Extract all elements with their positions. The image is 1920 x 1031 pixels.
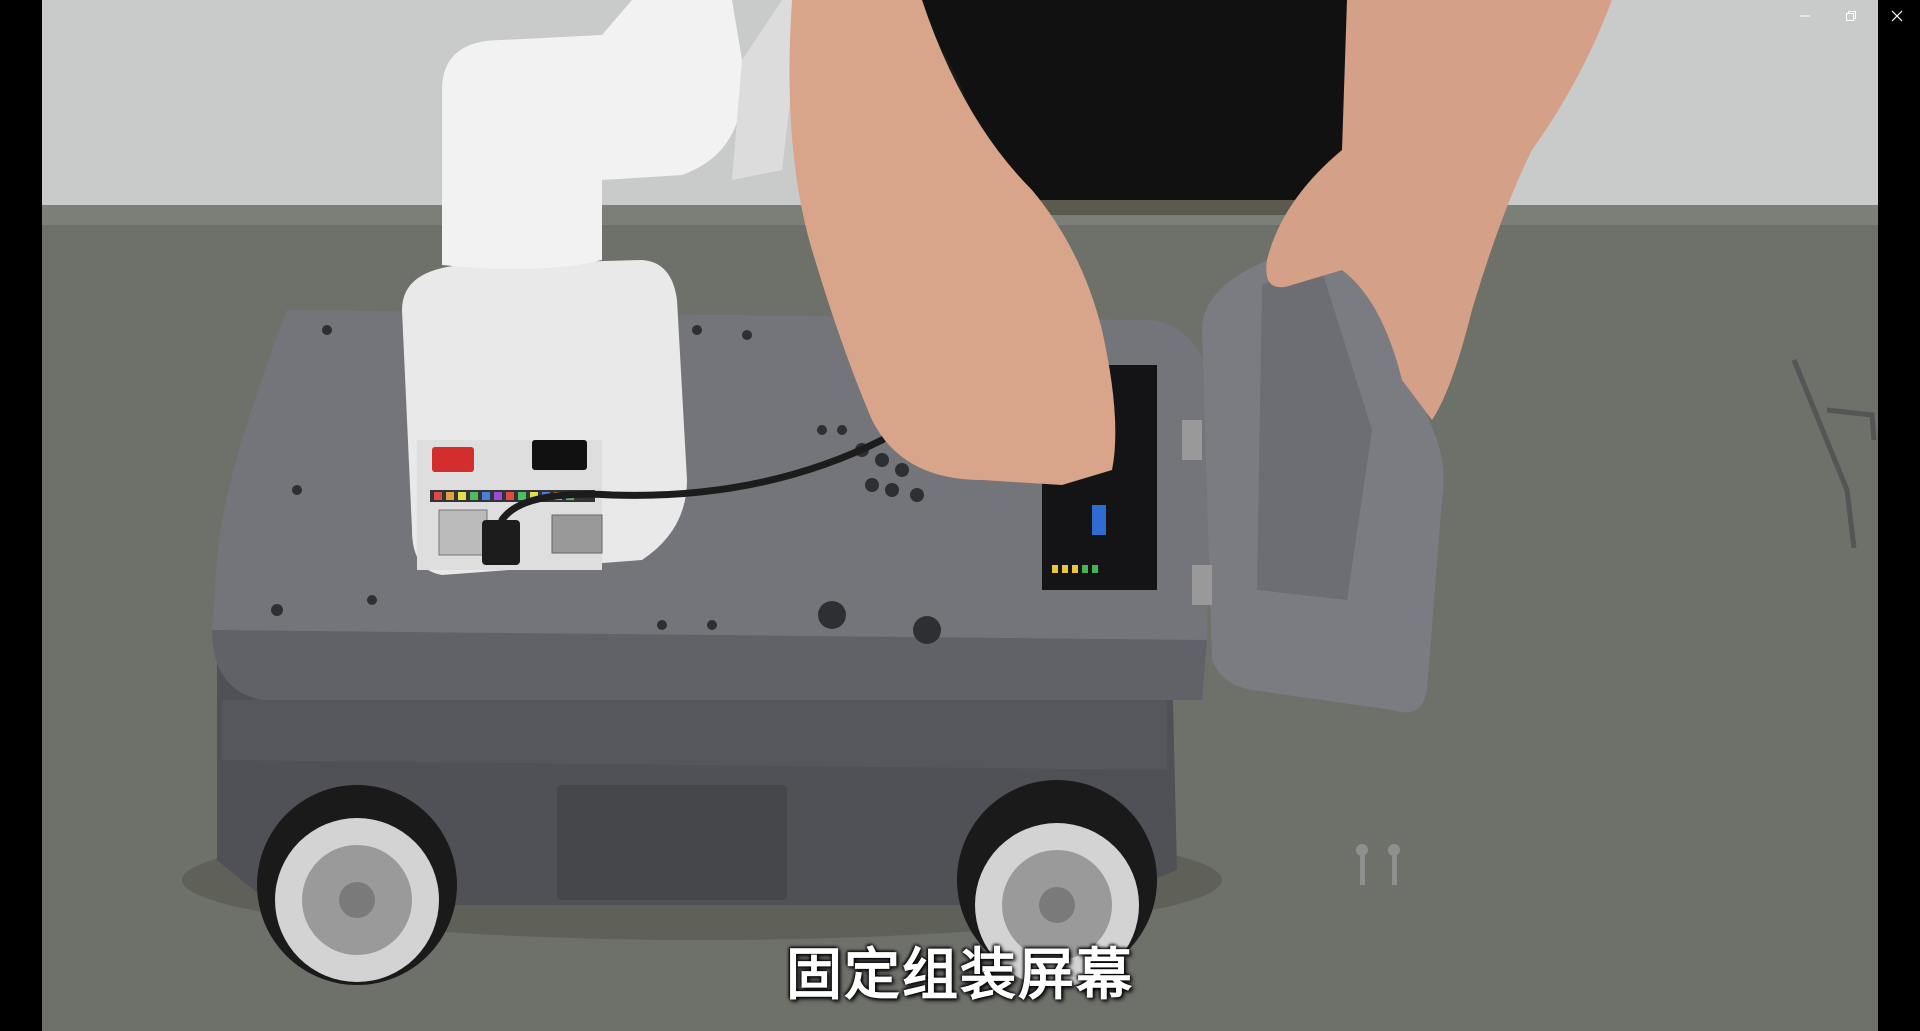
ethernet-port — [551, 514, 603, 554]
window-controls — [1782, 0, 1920, 32]
front-left-wheel — [257, 785, 457, 985]
right-hand — [1266, 0, 1612, 420]
left-letterbox — [0, 0, 42, 1031]
front-right-wheel — [957, 780, 1157, 987]
right-letterbox — [1878, 0, 1920, 1031]
restore-icon — [1846, 11, 1856, 21]
power-switch — [432, 447, 474, 472]
minimize-button[interactable] — [1782, 0, 1828, 32]
robot-arm — [442, 0, 744, 269]
close-icon — [1891, 10, 1903, 22]
usb-ports — [438, 509, 488, 556]
hinge-top — [1182, 420, 1202, 460]
video-subtitle: 固定组装屏幕 — [786, 943, 1134, 1008]
restore-button[interactable] — [1828, 0, 1874, 32]
robot-side-panel — [557, 785, 787, 900]
video-frame[interactable]: 固定组装屏幕 — [42, 0, 1878, 1031]
power-port — [532, 440, 587, 470]
hinge-bottom — [1192, 565, 1212, 605]
usb-plug — [482, 520, 520, 565]
hex-key — [1791, 359, 1857, 549]
person-shirt — [882, 0, 1442, 200]
close-button[interactable] — [1874, 0, 1920, 32]
video-scene — [42, 0, 1878, 1031]
left-hand — [789, 0, 1116, 485]
minimize-icon — [1800, 15, 1810, 17]
loose-screws — [1356, 844, 1400, 885]
